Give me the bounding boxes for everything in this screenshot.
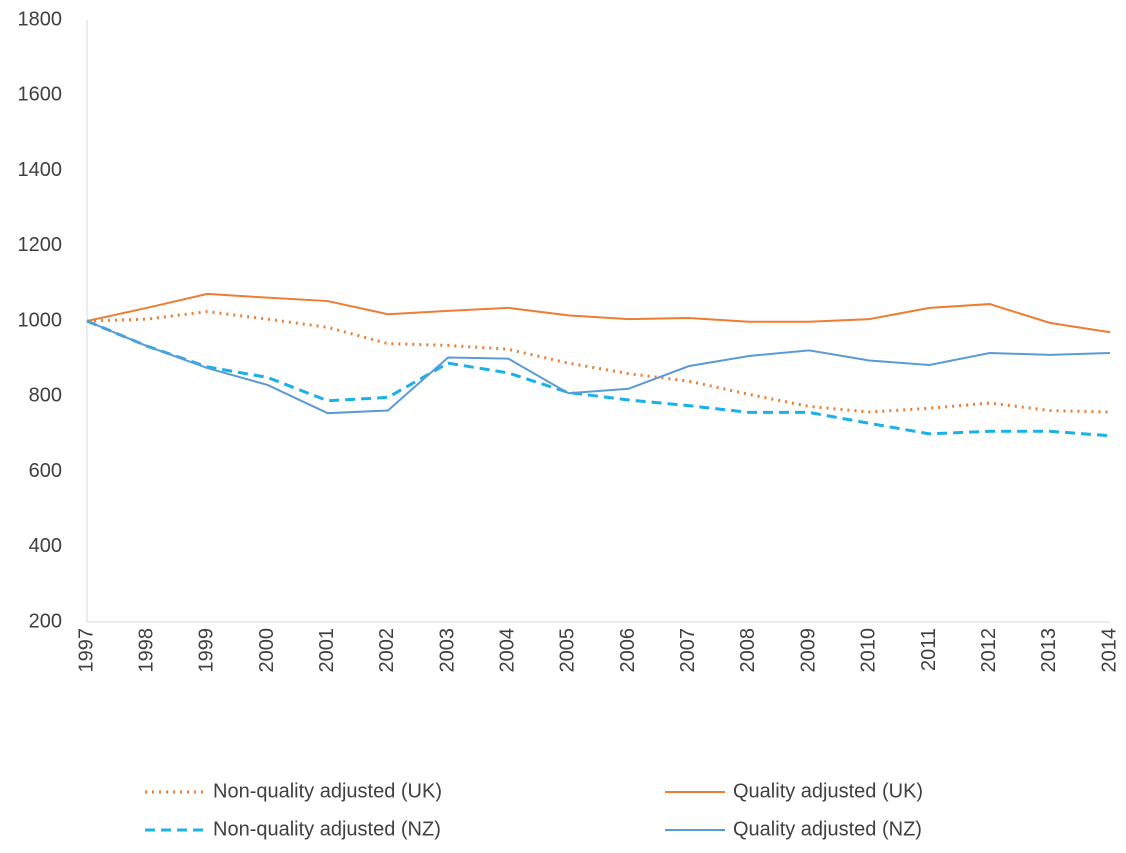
legend-label: Non-quality adjusted (UK) <box>213 780 442 802</box>
y-tick-label: 1400 <box>18 159 63 181</box>
x-tick-label: 2010 <box>858 628 880 673</box>
y-tick-label: 1800 <box>18 8 63 30</box>
y-tick-label: 800 <box>29 385 62 407</box>
series-line <box>86 320 1111 415</box>
legend-label: Non-quality adjusted (NZ) <box>213 818 441 840</box>
x-tick-label: 2008 <box>737 628 759 673</box>
y-tick-label: 400 <box>29 535 62 557</box>
y-tick-label: 1600 <box>18 84 63 106</box>
legend-label: Quality adjusted (NZ) <box>733 818 922 840</box>
x-tick-label: 1998 <box>135 628 157 673</box>
x-tick-label: 1997 <box>75 628 97 673</box>
x-tick-label: 2003 <box>436 628 458 673</box>
x-tick-label: 2011 <box>918 628 940 671</box>
x-tick-label: 2013 <box>1038 628 1060 673</box>
x-tick-label: 2006 <box>617 628 639 673</box>
x-tick-label: 2004 <box>497 628 519 673</box>
y-tick-label: 600 <box>29 460 62 482</box>
series-line <box>86 319 1111 438</box>
series-line <box>86 292 1111 334</box>
x-tick-label: 2005 <box>557 628 579 673</box>
legend-label: Quality adjusted (UK) <box>733 780 923 802</box>
x-tick-label: 2009 <box>797 628 819 673</box>
series-line <box>86 310 1111 414</box>
x-tick-label: 1999 <box>196 628 218 673</box>
x-tick-label: 2007 <box>677 628 699 673</box>
y-tick-label: 1200 <box>18 234 63 256</box>
x-tick-label: 2002 <box>376 628 398 673</box>
x-tick-label: 2000 <box>256 628 278 673</box>
y-tick-label: 200 <box>29 610 62 632</box>
x-tick-label: 2014 <box>1098 628 1120 673</box>
x-tick-label: 2012 <box>978 628 1000 673</box>
x-tick-label: 2001 <box>316 628 338 673</box>
y-tick-label: 1000 <box>18 309 63 331</box>
